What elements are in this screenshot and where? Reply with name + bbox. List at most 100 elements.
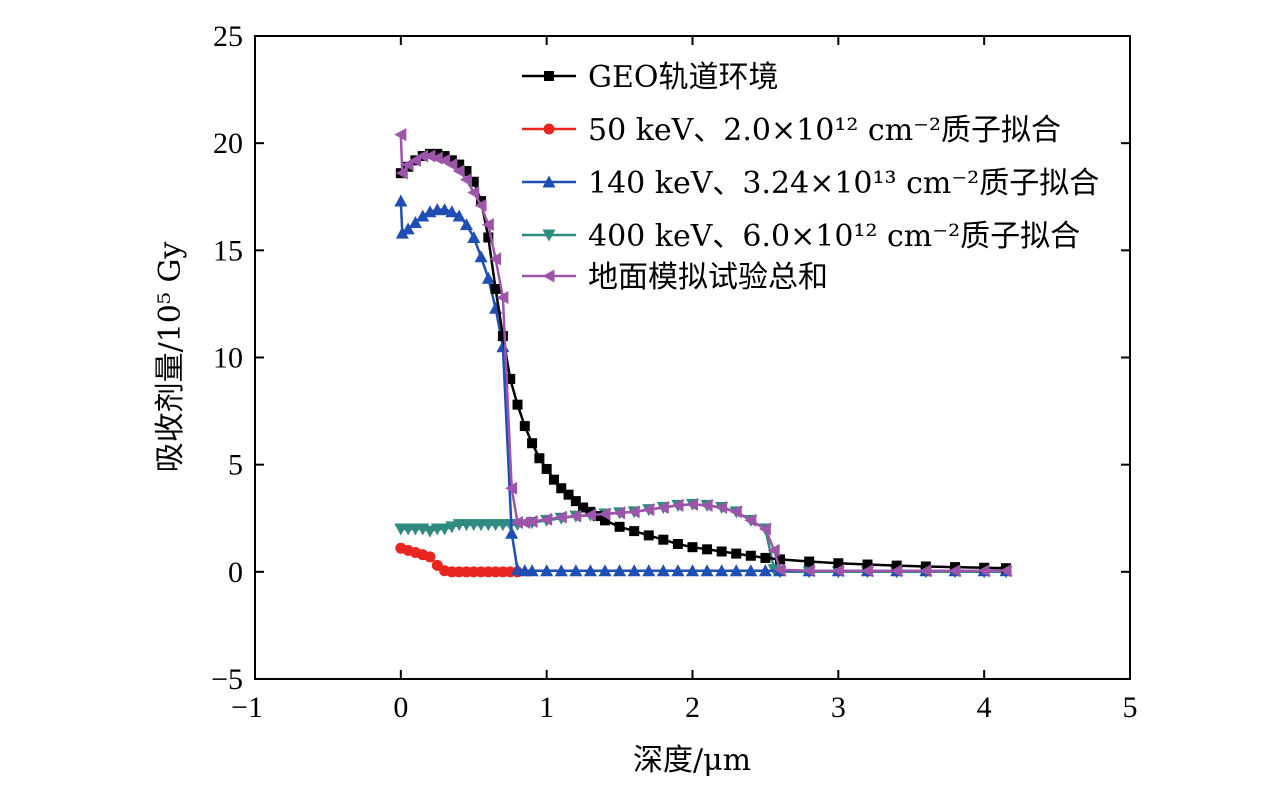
data-point (731, 548, 742, 559)
data-point (687, 542, 698, 553)
series-layer (394, 128, 1013, 579)
data-point (401, 222, 415, 235)
data-point (556, 483, 567, 494)
data-point (729, 564, 743, 577)
x-tick-label: 0 (393, 691, 408, 724)
data-point (600, 515, 610, 526)
data-point (474, 198, 487, 212)
data-point (525, 564, 539, 577)
data-point (394, 194, 408, 207)
data-point (525, 514, 538, 528)
legend-label: 140 keV、3.24×10¹³ cm⁻²质子拟合 (588, 166, 1099, 201)
data-point (716, 546, 727, 557)
data-point (439, 151, 450, 162)
data-point (512, 399, 523, 410)
data-point (423, 525, 437, 538)
data-point (627, 564, 641, 577)
data-point (760, 552, 771, 563)
data-point (598, 507, 611, 521)
data-point (700, 498, 713, 512)
data-point (583, 564, 597, 577)
data-point (569, 564, 583, 577)
data-point (658, 534, 669, 545)
x-tick-label: 4 (977, 691, 992, 724)
data-point (656, 564, 670, 577)
data-point (767, 543, 780, 557)
data-point (432, 148, 443, 159)
data-point (671, 564, 685, 577)
legend-marker (542, 269, 555, 283)
data-point (862, 559, 873, 570)
legend: GEO轨道环境 50 keV、2.0×10¹² cm⁻²质子拟合 140 keV、3… (522, 60, 1099, 295)
data-point (424, 551, 436, 563)
data-point (438, 523, 452, 536)
data-point (511, 516, 523, 530)
data-point (831, 564, 844, 578)
data-point (445, 205, 459, 218)
data-point (758, 522, 771, 536)
data-point (505, 373, 516, 384)
data-point (505, 526, 519, 539)
data-point (446, 155, 457, 166)
data-point (554, 564, 568, 577)
data-point (671, 498, 684, 512)
data-point (430, 151, 443, 165)
data-point (476, 196, 487, 207)
data-point (416, 149, 429, 163)
data-point (467, 230, 481, 243)
data-point (527, 438, 538, 449)
data-point (401, 158, 414, 172)
legend-marker (544, 71, 554, 81)
data-point (483, 232, 494, 243)
data-point (592, 511, 603, 522)
x-tick-label: 2 (685, 691, 700, 724)
series-0 (395, 148, 1012, 574)
data-point (534, 453, 545, 464)
legend-label: 400 keV、6.0×10¹² cm⁻²质子拟合 (588, 219, 1080, 254)
series-line (400, 503, 1006, 574)
data-point (613, 564, 627, 577)
axis-ticks: −1 0 1 2 3 4 5 −5 0 5 10 15 20 25 (211, 20, 1137, 724)
data-point (474, 250, 488, 263)
legend-marker (542, 175, 556, 188)
data-point (643, 530, 654, 541)
data-point (861, 564, 873, 578)
data-point (578, 502, 589, 513)
data-point (919, 564, 932, 578)
data-point (438, 153, 451, 167)
y-tick-label: 10 (213, 342, 243, 375)
data-point (613, 506, 626, 520)
data-point (598, 564, 612, 577)
x-tick-label: 1 (539, 691, 554, 724)
data-point (481, 218, 494, 232)
data-point (920, 561, 931, 572)
legend-label: 地面模拟试验总和 (588, 260, 828, 295)
data-point (715, 564, 729, 577)
data-point (642, 564, 656, 577)
data-point (773, 563, 786, 577)
data-point (833, 558, 844, 569)
data-point (948, 564, 961, 578)
data-point (554, 510, 567, 524)
data-point (744, 564, 758, 577)
data-point (745, 550, 756, 561)
data-point (459, 218, 473, 231)
data-point (423, 149, 436, 163)
data-point (395, 166, 408, 180)
data-point (519, 421, 530, 432)
x-tick-label: −1 (231, 691, 263, 724)
data-point (452, 209, 466, 222)
data-point (505, 481, 518, 495)
data-point (629, 526, 640, 537)
legend-label: 50 keV、2.0×10¹² cm⁻²质子拟合 (588, 113, 1061, 148)
data-point (890, 564, 903, 578)
x-tick-label: 3 (831, 691, 846, 724)
data-point (408, 215, 422, 228)
legend-marker (543, 123, 555, 135)
data-point (454, 159, 465, 170)
y-tick-label: 20 (213, 127, 243, 160)
data-point (656, 501, 669, 515)
data-point (445, 521, 459, 534)
data-point (496, 290, 509, 304)
data-point (642, 503, 655, 517)
